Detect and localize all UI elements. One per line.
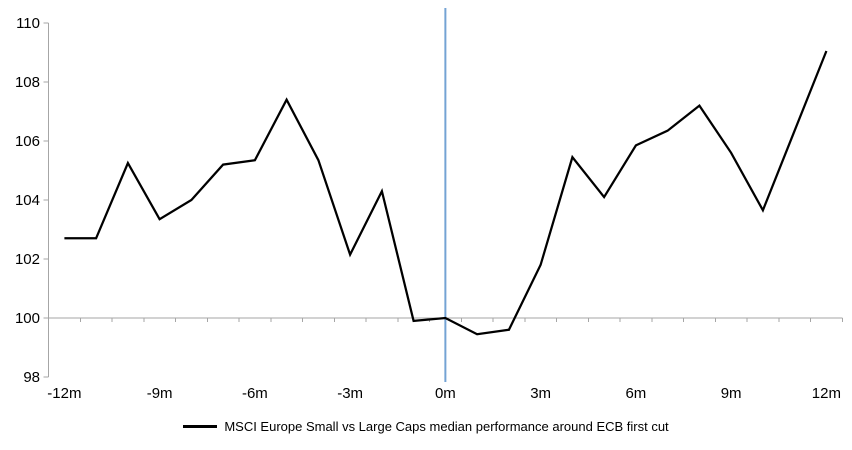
x-tick-label: -3m	[337, 385, 363, 402]
x-tick-label: -9m	[147, 385, 173, 402]
y-tick-label: 102	[15, 251, 40, 268]
legend-label: MSCI Europe Small vs Large Caps median p…	[224, 419, 669, 434]
x-tick-label: -6m	[242, 385, 268, 402]
y-tick-label: 100	[15, 310, 40, 327]
x-tick-label: -12m	[47, 385, 81, 402]
x-tick-label: 6m	[625, 385, 646, 402]
y-tick-label: 104	[15, 192, 40, 209]
x-tick-label: 0m	[435, 385, 456, 402]
x-tick-label: 3m	[530, 385, 551, 402]
y-axis: 110 108 106 104 102 100 98	[15, 15, 49, 386]
legend-line-sample	[183, 425, 218, 428]
y-tick-label: 110	[16, 15, 40, 32]
y-tick-label: 108	[15, 74, 40, 91]
x-tick-label: 12m	[812, 385, 841, 402]
x-axis-labels: -12m -9m -6m -3m 0m 3m 6m 9m 12m	[47, 385, 841, 402]
data-line	[64, 50, 828, 336]
legend: MSCI Europe Small vs Large Caps median p…	[0, 419, 852, 434]
y-tick-label: 106	[15, 133, 40, 150]
y-tick-label: 98	[23, 369, 40, 386]
x-tick-label: 9m	[721, 385, 742, 402]
